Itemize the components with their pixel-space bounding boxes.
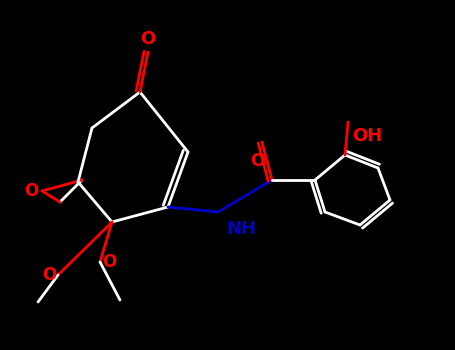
Text: O: O xyxy=(102,253,116,271)
Text: NH: NH xyxy=(226,220,256,238)
Text: O: O xyxy=(24,182,38,200)
Text: OH: OH xyxy=(352,127,382,145)
Text: O: O xyxy=(250,152,266,170)
Text: O: O xyxy=(141,30,156,48)
Text: O: O xyxy=(42,266,56,284)
